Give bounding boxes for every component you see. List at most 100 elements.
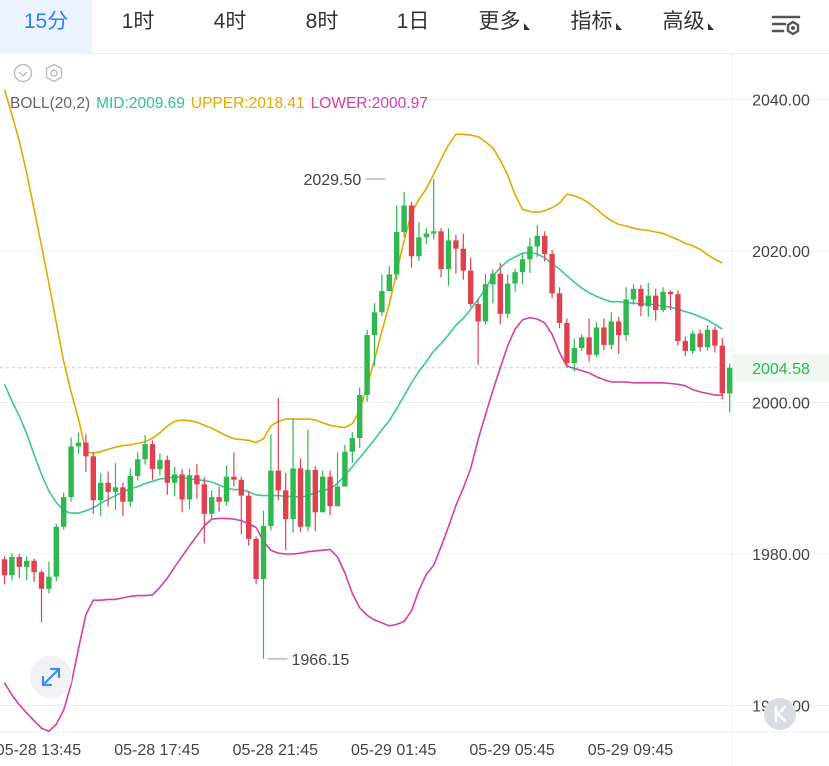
boll-lower-value: LOWER:2000.97 <box>310 95 428 112</box>
candle-body <box>90 456 96 501</box>
candle-up <box>534 225 540 258</box>
candle-down <box>438 228 444 278</box>
candle-down <box>453 235 459 274</box>
candle-down <box>564 318 570 368</box>
candle-down <box>408 201 415 268</box>
tab-label: 高级 <box>662 10 705 33</box>
candle-body <box>216 497 222 502</box>
candle-body <box>497 273 503 314</box>
candle-body <box>638 288 644 307</box>
candlestick-chart[interactable]: 2029.501966.151960.001980.002000.002020.… <box>0 54 829 766</box>
candle-body <box>320 476 326 513</box>
candle-down <box>697 329 703 352</box>
time-axis: 05-28 13:45 05-28 17:45 05-28 21:45 05-29 0… <box>0 742 673 759</box>
candle-up <box>112 463 119 511</box>
candle-body <box>727 367 733 394</box>
tab-label: 1日 <box>396 10 430 33</box>
candle-body <box>164 460 170 483</box>
candle-down <box>586 318 592 362</box>
candle-down <box>1 556 8 585</box>
tab-15min[interactable]: 15分 <box>0 0 92 53</box>
tab-indicators[interactable]: 指标 <box>560 0 632 53</box>
candle-up <box>127 468 133 508</box>
tab-label: 1时 <box>121 10 155 33</box>
candle-body <box>305 469 311 527</box>
candle-body <box>512 272 518 284</box>
extreme-price-annotation: 1966.15 <box>267 652 349 669</box>
candle-up <box>320 470 326 513</box>
candle-up <box>305 429 311 532</box>
candle-down <box>460 233 466 280</box>
tab-1h[interactable]: 1时 <box>98 0 178 53</box>
candle-up <box>46 561 52 594</box>
chart-settings-icon[interactable] <box>769 10 803 38</box>
candle-down <box>616 316 622 354</box>
candle-body <box>194 475 200 485</box>
candles <box>1 178 733 659</box>
candle-body <box>149 444 156 470</box>
candle-down <box>164 455 170 495</box>
candle-down <box>682 336 688 357</box>
candle-up <box>431 178 437 240</box>
candle-body <box>616 321 622 336</box>
candle-body <box>357 394 363 439</box>
candle-body <box>16 557 22 567</box>
candle-body <box>697 333 703 348</box>
tab-more[interactable]: 更多 <box>468 0 540 53</box>
candle-down <box>542 231 548 262</box>
candle-body <box>38 572 45 589</box>
candle-body <box>653 295 659 311</box>
candle-body <box>571 347 577 364</box>
candle-body <box>275 470 281 491</box>
candle-body <box>386 274 392 292</box>
candle-body <box>660 291 666 311</box>
candle-down <box>194 463 200 499</box>
candle-down <box>468 257 474 308</box>
x-tick-label: 05-28 13:45 <box>0 742 81 759</box>
candle-up <box>142 435 148 465</box>
bollinger-bands <box>3 89 723 733</box>
candle-body <box>334 486 341 507</box>
candle-up <box>579 334 585 351</box>
candle-down <box>231 452 237 487</box>
collapse-icon[interactable] <box>13 63 33 83</box>
candle-body <box>120 487 126 502</box>
candle-up <box>704 325 711 351</box>
candle-up <box>571 338 577 372</box>
x-tick-label: 05-29 05:45 <box>469 742 555 759</box>
candle-body <box>157 460 163 470</box>
annotation-label: 2029.50 <box>303 172 361 189</box>
x-tick-label: 05-29 01:45 <box>351 742 437 759</box>
expand-icon[interactable] <box>30 656 72 698</box>
candle-up <box>379 274 385 317</box>
candle-body <box>290 468 296 520</box>
candle-up <box>53 523 59 582</box>
dropdown-triangle-icon <box>707 23 714 30</box>
candle-up <box>401 191 407 237</box>
candle-up <box>593 322 600 358</box>
tab-4h[interactable]: 4时 <box>190 0 270 53</box>
tab-1d[interactable]: 1日 <box>373 0 453 53</box>
candle-up <box>490 269 496 304</box>
candle-up <box>505 274 511 319</box>
candle-body <box>608 321 614 345</box>
candle-up <box>630 284 637 305</box>
k-icon[interactable] <box>764 698 796 730</box>
tab-advanced[interactable]: 高级 <box>652 0 724 53</box>
tab-8h[interactable]: 8时 <box>282 0 362 53</box>
candle-body <box>416 237 422 257</box>
candle-body <box>53 526 59 577</box>
candle-body <box>645 295 651 307</box>
candle-body <box>719 345 725 394</box>
candle-down <box>653 288 659 321</box>
x-tick-label: 05-28 21:45 <box>233 742 319 759</box>
candle-body <box>460 248 466 271</box>
candle-body <box>593 327 600 355</box>
y-tick-label: 1980.00 <box>752 547 810 564</box>
candle-body <box>142 444 148 460</box>
candle-body <box>712 329 718 346</box>
tab-label: 8时 <box>305 10 339 33</box>
candle-up <box>645 282 651 317</box>
hexagon-settings-icon[interactable] <box>45 63 63 83</box>
